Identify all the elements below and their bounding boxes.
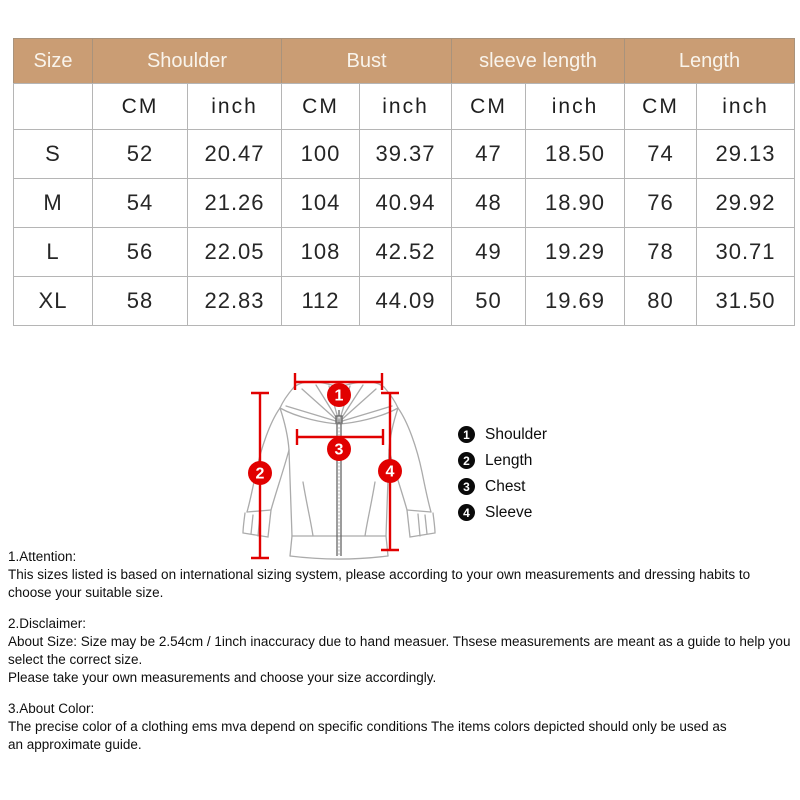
measurement-cell: 56 (92, 227, 188, 277)
note-title: 2.Disclaimer: (8, 616, 87, 631)
measurement-cell: 21.26 (187, 178, 282, 228)
measurement-cell: 52 (92, 129, 188, 179)
measurement-cell: 18.90 (525, 178, 625, 228)
callout-circle-1: 1 (327, 383, 351, 407)
note-attention: 1.Attention: This sizes listed is based … (8, 548, 794, 602)
measurement-cell: 31.50 (695, 276, 796, 326)
unit-cell-inch: inch (359, 83, 452, 130)
unit-cell-inch: inch (695, 83, 796, 130)
legend-label: Shoulder (485, 425, 548, 443)
size-cell: XL (13, 276, 93, 326)
measurement-cell: 42.52 (359, 227, 452, 277)
measurement-cell: 30.71 (695, 227, 796, 277)
measurement-cell: 40.94 (359, 178, 452, 228)
legend-label: Chest (485, 477, 526, 495)
size-cell: M (13, 178, 93, 228)
svg-text:1: 1 (335, 388, 344, 405)
measurement-cell: 22.83 (187, 276, 282, 326)
measurement-cell: 108 (281, 227, 360, 277)
legend-label: Length (485, 451, 533, 469)
unit-cell-cm: CM (92, 83, 188, 130)
size-table: Size Shoulder Bust sleeve length Length … (13, 38, 796, 326)
jacket-diagram: 1 2 3 4 (230, 360, 475, 575)
measurement-legend: 1 Shoulder 2 Length 3 Chest 4 Sleeve (458, 426, 547, 521)
measurement-cell: 54 (92, 178, 188, 228)
legend-number-badge: 3 (458, 478, 475, 495)
table-row: L 56 22.05 108 42.52 49 19.29 78 30.71 (13, 227, 796, 277)
measurement-cell: 100 (281, 129, 360, 179)
measurement-cell: 20.47 (187, 129, 282, 179)
legend-item-shoulder: 1 Shoulder (458, 426, 547, 443)
measurement-cell: 48 (451, 178, 526, 228)
measurement-cell: 74 (624, 129, 697, 179)
measurement-cell: 76 (624, 178, 697, 228)
measurement-cell: 50 (451, 276, 526, 326)
column-header-bust: Bust (281, 38, 452, 84)
legend-number-badge: 1 (458, 426, 475, 443)
callout-circle-3: 3 (327, 437, 351, 461)
column-header-shoulder: Shoulder (92, 38, 282, 84)
measurement-cell: 19.29 (525, 227, 625, 277)
column-header-size: Size (13, 38, 93, 84)
legend-item-length: 2 Length (458, 452, 547, 469)
table-row: S 52 20.47 100 39.37 47 18.50 74 29.13 (13, 129, 796, 179)
unit-cell-inch: inch (525, 83, 625, 130)
table-row: XL 58 22.83 112 44.09 50 19.69 80 31.50 (13, 276, 796, 326)
unit-cell-inch: inch (187, 83, 282, 130)
note-line: an approximate guide. (8, 737, 142, 752)
note-line: Please take your own measurements and ch… (8, 670, 437, 685)
measurement-cell: 29.92 (695, 178, 796, 228)
callout-circle-2: 2 (248, 461, 272, 485)
measurement-cell: 44.09 (359, 276, 452, 326)
legend-number-badge: 2 (458, 452, 475, 469)
note-line: This sizes listed is based on internatio… (8, 567, 751, 600)
svg-text:4: 4 (386, 464, 395, 481)
zipper (335, 410, 343, 556)
svg-text:3: 3 (335, 442, 344, 459)
size-cell: S (13, 129, 93, 179)
size-table-body: S 52 20.47 100 39.37 47 18.50 74 29.13 M 54 21.26 10… (13, 129, 796, 326)
measurement-cell: 47 (451, 129, 526, 179)
chest-measure-line (295, 429, 385, 445)
legend-label: Sleeve (485, 503, 533, 521)
column-header-sleeve-length: sleeve length (451, 38, 625, 84)
measurement-cell: 29.13 (695, 129, 796, 179)
measurement-cell: 58 (92, 276, 188, 326)
measurement-cell: 104 (281, 178, 360, 228)
shoulder-measure-line (293, 373, 384, 390)
unit-cell-cm: CM (624, 83, 697, 130)
notes-section: 1.Attention: This sizes listed is based … (8, 548, 794, 767)
measurement-cell: 49 (451, 227, 526, 277)
unit-header-row: CM inch CM inch CM inch CM inch (13, 83, 796, 130)
note-line: About Size: Size may be 2.54cm / 1inch i… (8, 634, 791, 667)
measurement-cell: 112 (281, 276, 360, 326)
measurement-cell: 78 (624, 227, 697, 277)
measurement-cell: 19.69 (525, 276, 625, 326)
note-line: The precise color of a clothing ems mva … (8, 719, 727, 734)
table-row: M 54 21.26 104 40.94 48 18.90 76 29.92 (13, 178, 796, 228)
legend-item-sleeve: 4 Sleeve (458, 504, 547, 521)
callout-circle-4: 4 (378, 459, 402, 483)
unit-cell-cm: CM (281, 83, 360, 130)
legend-number-badge: 4 (458, 504, 475, 521)
measurement-cell: 18.50 (525, 129, 625, 179)
measurement-cell: 39.37 (359, 129, 452, 179)
unit-empty-cell (13, 83, 93, 130)
note-title: 1.Attention: (8, 549, 77, 564)
note-title: 3.About Color: (8, 701, 95, 716)
note-disclaimer: 2.Disclaimer: About Size: Size may be 2.… (8, 615, 794, 687)
svg-text:2: 2 (256, 466, 265, 483)
table-header-row: Size Shoulder Bust sleeve length Length (13, 38, 796, 84)
size-cell: L (13, 227, 93, 277)
note-about-color: 3.About Color: The precise color of a cl… (8, 700, 794, 754)
legend-item-chest: 3 Chest (458, 478, 547, 495)
unit-cell-cm: CM (451, 83, 526, 130)
measurement-cell: 22.05 (187, 227, 282, 277)
measurement-cell: 80 (624, 276, 697, 326)
column-header-length: Length (623, 38, 796, 84)
